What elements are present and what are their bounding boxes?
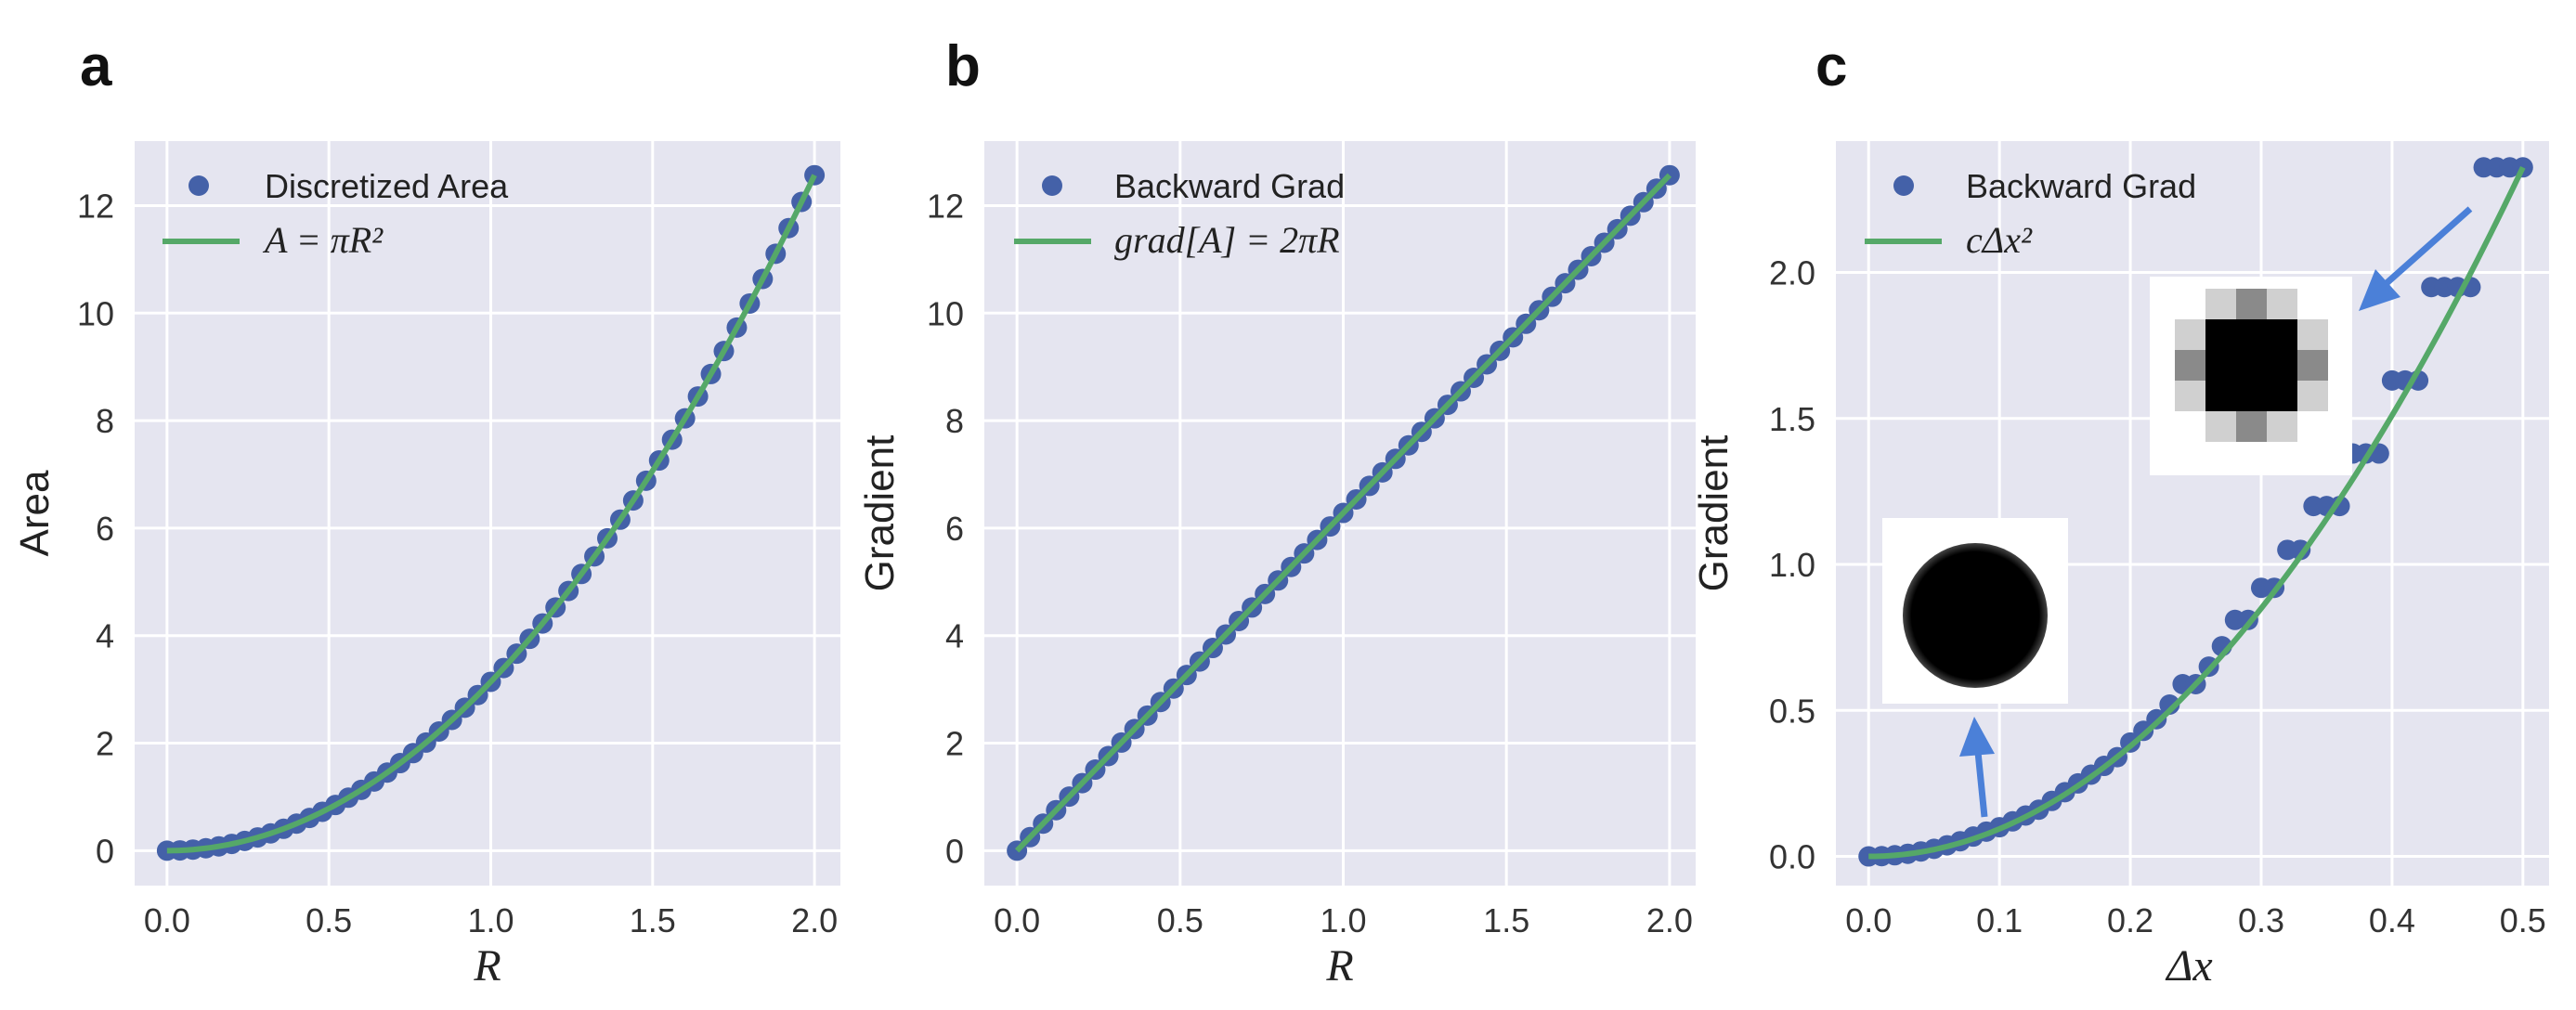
chart-panel-a: 0.0 0.5 1.0 1.5 2.0 0 2 4 6 8 10 12 Discretized Are… bbox=[12, 141, 840, 991]
x-tick-label: 2.0 bbox=[1646, 901, 1693, 939]
marks-a bbox=[156, 164, 826, 861]
grid-c bbox=[1836, 141, 2549, 886]
x-tick-label: 0.2 bbox=[2107, 901, 2153, 939]
grid-b bbox=[984, 141, 1696, 886]
ticks-b: 0.0 0.5 1.0 1.5 2.0 0 2 4 6 8 10 12 bbox=[927, 187, 1693, 939]
y-tick-label: 12 bbox=[77, 187, 114, 225]
y-tick-label: 0.5 bbox=[1769, 692, 1815, 730]
data-point bbox=[2512, 157, 2533, 178]
y-tick-label: 10 bbox=[927, 294, 964, 332]
y-tick-label: 2 bbox=[945, 725, 964, 763]
plot-area-a bbox=[135, 141, 840, 886]
legend-label-line-c: cΔx² bbox=[1966, 219, 2033, 261]
series-line bbox=[1868, 166, 2526, 860]
y-tick-label: 1.5 bbox=[1769, 400, 1815, 438]
x-tick-label: 0.0 bbox=[144, 901, 190, 939]
x-tick-label: 1.5 bbox=[1483, 901, 1529, 939]
y-tick-label: 2 bbox=[96, 725, 114, 763]
arrow-to-large-inset bbox=[1959, 717, 1995, 818]
y-tick-label: 4 bbox=[96, 617, 114, 655]
y-axis-label-c: Gradient bbox=[1691, 435, 1737, 592]
ticks-a: 0.0 0.5 1.0 1.5 2.0 0 2 4 6 8 10 12 bbox=[77, 187, 838, 939]
legend-c: Backward Grad cΔx² bbox=[1865, 167, 2196, 261]
y-tick-label: 8 bbox=[945, 402, 964, 440]
x-tick-label: 1.5 bbox=[630, 901, 676, 939]
x-tick-label: 1.0 bbox=[467, 901, 514, 939]
chart-panel-c: 0.0 0.1 0.2 0.3 0.4 0.5 0.0 0.5 1.0 1.5 2.0 Backwa… bbox=[1691, 141, 2549, 991]
legend-dot-a bbox=[189, 175, 209, 196]
y-tick-label: 0 bbox=[945, 832, 964, 870]
grid-a bbox=[135, 141, 840, 886]
y-tick-label: 8 bbox=[96, 402, 114, 440]
data-point bbox=[2159, 694, 2180, 716]
x-axis-label-c: Δx bbox=[2165, 941, 2212, 991]
circle-large-inset bbox=[1882, 518, 2068, 704]
y-tick-label: 0 bbox=[96, 832, 114, 870]
circle-coarse-inset bbox=[2150, 277, 2352, 475]
y-tick-label: 0.0 bbox=[1769, 838, 1815, 876]
legend-b: Backward Grad grad[A] = 2πR bbox=[1014, 167, 1345, 261]
x-tick-label: 0.5 bbox=[1157, 901, 1203, 939]
x-tick-label: 0.5 bbox=[2500, 901, 2546, 939]
legend-a: Discretized Area A = πR² bbox=[163, 167, 509, 261]
series-line bbox=[166, 174, 817, 854]
panel-letter-c: c bbox=[1815, 34, 1847, 98]
legend-label-line-a: A = πR² bbox=[262, 219, 384, 261]
legend-dot-b bbox=[1042, 175, 1062, 196]
x-tick-label: 0.3 bbox=[2238, 901, 2284, 939]
y-tick-label: 10 bbox=[77, 294, 114, 332]
legend-label-dots-a: Discretized Area bbox=[265, 167, 509, 205]
x-tick-label: 2.0 bbox=[791, 901, 838, 939]
x-tick-label: 0.4 bbox=[2369, 901, 2415, 939]
y-axis-label-a: Area bbox=[12, 470, 58, 556]
y-tick-label: 1.0 bbox=[1769, 546, 1815, 584]
marks-b bbox=[1007, 164, 1680, 861]
x-tick-label: 0.0 bbox=[1845, 901, 1892, 939]
y-tick-label: 6 bbox=[945, 510, 964, 548]
legend-label-dots-b: Backward Grad bbox=[1114, 167, 1345, 205]
y-tick-label: 4 bbox=[945, 617, 964, 655]
y-tick-label: 12 bbox=[927, 187, 964, 225]
x-tick-label: 0.0 bbox=[994, 901, 1040, 939]
x-tick-label: 0.5 bbox=[306, 901, 352, 939]
y-axis-label-b: Gradient bbox=[857, 435, 903, 592]
panel-letter-a: a bbox=[80, 34, 112, 98]
x-axis-label-b: R bbox=[1325, 941, 1353, 991]
plot-area-c bbox=[1836, 141, 2549, 886]
legend-dot-c bbox=[1893, 175, 1914, 196]
y-tick-label: 6 bbox=[96, 510, 114, 548]
x-axis-label-a: R bbox=[473, 941, 501, 991]
legend-label-dots-c: Backward Grad bbox=[1966, 167, 2196, 205]
ticks-c: 0.0 0.1 0.2 0.3 0.4 0.5 0.0 0.5 1.0 1.5 2.0 bbox=[1769, 254, 2546, 939]
y-tick-label: 2.0 bbox=[1769, 254, 1815, 292]
arrow-to-coarse-inset bbox=[2359, 206, 2473, 311]
chart-panel-b: 0.0 0.5 1.0 1.5 2.0 0 2 4 6 8 10 12 Backward Grad g… bbox=[857, 141, 1696, 991]
panel-letter-b: b bbox=[945, 34, 981, 98]
x-tick-label: 1.0 bbox=[1320, 901, 1366, 939]
x-tick-label: 0.1 bbox=[1976, 901, 2023, 939]
series-line bbox=[1014, 173, 1672, 853]
legend-label-line-b: grad[A] = 2πR bbox=[1114, 219, 1340, 261]
